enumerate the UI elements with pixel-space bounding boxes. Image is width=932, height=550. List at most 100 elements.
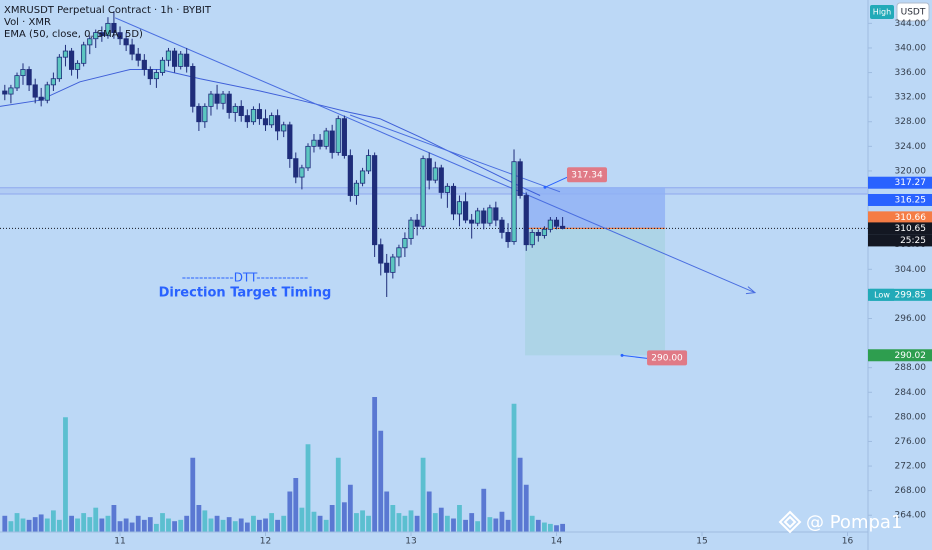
chart-title: XMRUSDT Perpetual Contract · 1h · BYBIT [4, 5, 212, 16]
volume-bar [111, 505, 117, 532]
volume-bar [117, 521, 123, 532]
volume-bar [493, 518, 499, 532]
y-tick-label: 268.00 [895, 486, 927, 496]
volume-bar [147, 517, 153, 532]
band [0, 187, 868, 194]
volume-bar [251, 515, 256, 532]
volume-bar [123, 518, 129, 532]
candle-body [432, 167, 438, 181]
candle-body [372, 155, 378, 246]
x-tick-label: 16 [842, 537, 854, 547]
candle-body [56, 56, 62, 80]
candle-body [396, 247, 402, 258]
y-tick-label: 324.00 [895, 142, 927, 152]
y-tick-label: 344.00 [895, 19, 927, 29]
high-tag: High [873, 8, 891, 17]
volume-bar [451, 518, 456, 532]
candle-body [317, 139, 323, 147]
volume-bar [129, 522, 135, 532]
currency-button[interactable] [896, 2, 930, 22]
volume-bar [56, 519, 62, 532]
candle-body [99, 32, 105, 37]
x-tick-label: 13 [405, 537, 416, 547]
candle-body [402, 238, 408, 249]
volume-bar [481, 488, 487, 532]
candle-body [250, 109, 257, 123]
volume-bar [511, 403, 517, 532]
candle-body [378, 244, 384, 264]
annotation: ------------DTT------------ [182, 271, 309, 285]
volume-bar [469, 513, 475, 532]
volume-bar [208, 518, 214, 532]
volume-bar [99, 518, 105, 532]
volume-bar [499, 511, 505, 532]
candle-body [111, 22, 117, 33]
candle-body [414, 219, 420, 227]
candle-body [14, 75, 20, 89]
volume-bar [287, 491, 293, 532]
volume-bar [2, 515, 8, 532]
currency[interactable]: USDT [901, 8, 926, 18]
annotation: Direction Target Timing [159, 286, 332, 301]
volume-bar [408, 510, 414, 532]
candle-body [341, 118, 347, 156]
legend-line: Vol · XMR [4, 17, 51, 28]
candle-body [487, 207, 493, 224]
trend-line [349, 114, 561, 193]
volume-bar [44, 518, 50, 532]
volume-bar [323, 519, 329, 532]
price-label-box [868, 349, 932, 362]
y-tick-label: 284.00 [895, 388, 927, 398]
y-tick-label: 296.00 [895, 314, 927, 324]
volume-bar [547, 523, 553, 532]
watermark-icon [778, 510, 802, 534]
volume-bar [347, 484, 353, 532]
candle-body [129, 44, 135, 55]
candle-body [87, 38, 93, 46]
candle-body [505, 232, 511, 243]
candle-body [359, 170, 366, 184]
candle-body [287, 124, 293, 160]
candle-body [147, 69, 153, 80]
candle-body [335, 118, 341, 153]
volume-bar [487, 517, 493, 532]
candle-body [469, 219, 475, 224]
volume-bar [32, 517, 38, 532]
volume-bar [26, 519, 32, 532]
volume-bar [535, 519, 541, 532]
price-label-box [868, 176, 932, 189]
volume-bar [63, 417, 68, 532]
candle-body [408, 219, 414, 239]
volume-bar [263, 518, 268, 532]
volume-bar [184, 515, 190, 532]
volume-bar [475, 521, 481, 532]
volume-bar [517, 457, 523, 532]
candle-body [384, 262, 390, 273]
y-tick-label: 276.00 [895, 437, 927, 447]
volume-bar [305, 444, 311, 532]
price-label-box [868, 222, 932, 235]
y-tick-label: 336.00 [895, 68, 927, 78]
candle-body [293, 158, 299, 178]
legend-line: EMA (50, close, 0, SMA, 5D) [4, 29, 143, 40]
volume-bar [190, 457, 196, 532]
candle-body [499, 219, 505, 233]
candle-body [444, 185, 450, 193]
candle-body [523, 195, 529, 246]
y-tick-label: 272.00 [895, 462, 927, 472]
candle-body [329, 130, 335, 153]
volume-bar [226, 517, 232, 532]
y-tick-label: 280.00 [895, 412, 927, 422]
candle-body [196, 105, 202, 123]
candle-body [311, 139, 317, 147]
candle-body [117, 32, 123, 40]
y-tick-label: 320.00 [895, 166, 927, 176]
candle-body [281, 124, 287, 132]
volume-bar [172, 521, 177, 532]
candle-body [93, 32, 99, 40]
volume-bar [220, 519, 226, 532]
price-label: 290.02 [895, 351, 927, 361]
volume-bar [402, 515, 408, 532]
candle-body [426, 158, 432, 181]
